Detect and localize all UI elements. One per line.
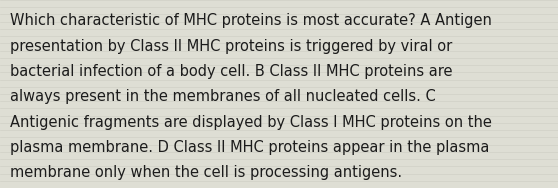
- Text: bacterial infection of a body cell. B Class II MHC proteins are: bacterial infection of a body cell. B Cl…: [10, 64, 453, 79]
- Text: Which characteristic of MHC proteins is most accurate? A Antigen: Which characteristic of MHC proteins is …: [10, 13, 492, 28]
- Text: Antigenic fragments are displayed by Class I MHC proteins on the: Antigenic fragments are displayed by Cla…: [10, 115, 492, 130]
- Text: presentation by Class II MHC proteins is triggered by viral or: presentation by Class II MHC proteins is…: [10, 39, 453, 54]
- Text: plasma membrane. D Class II MHC proteins appear in the plasma: plasma membrane. D Class II MHC proteins…: [10, 140, 489, 155]
- Text: membrane only when the cell is processing antigens.: membrane only when the cell is processin…: [10, 165, 402, 180]
- Text: always present in the membranes of all nucleated cells. C: always present in the membranes of all n…: [10, 89, 436, 104]
